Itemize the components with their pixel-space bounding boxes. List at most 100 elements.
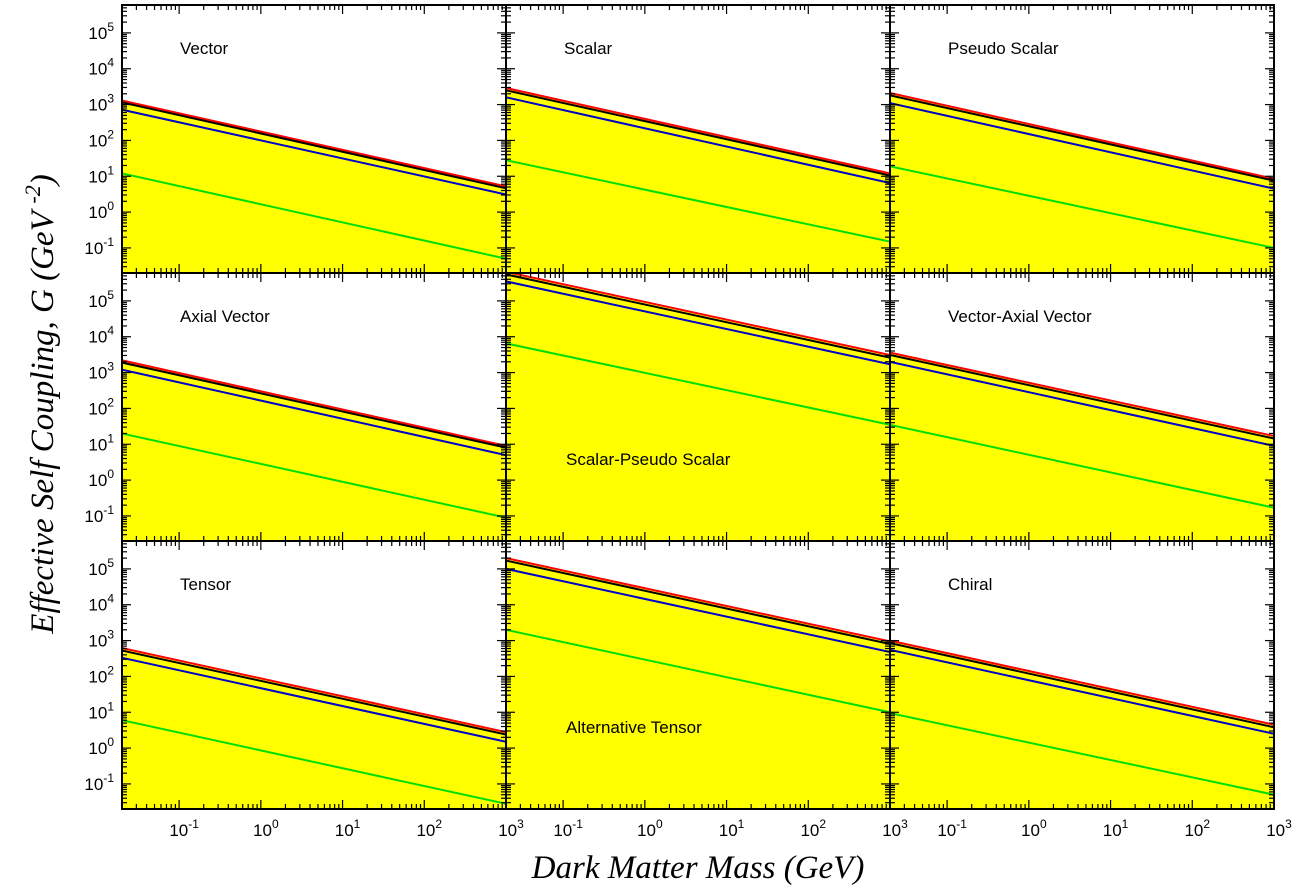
panel-7: [121, 540, 507, 810]
series-line-3: [506, 280, 890, 366]
y-tick-label: 102: [88, 127, 114, 150]
y-tick-label: 103: [88, 92, 114, 115]
series-line-4: [122, 432, 506, 519]
y-tick-label: 100: [88, 735, 114, 758]
panel-9: [889, 540, 1275, 810]
y-tick-label: 104: [88, 324, 114, 347]
series-line-3: [506, 96, 890, 184]
panel-5: [505, 272, 891, 542]
x-tick-label: 10-1: [553, 817, 583, 840]
series-line-2: [122, 649, 506, 736]
panel-label: Axial Vector: [180, 307, 270, 326]
series-line-4: [122, 719, 506, 805]
panel-plot-area: [890, 639, 1274, 809]
series-line-3: [890, 360, 1274, 447]
allowed-region: [506, 88, 890, 273]
series-line-4: [506, 628, 890, 714]
y-tick-label: 100: [88, 199, 114, 222]
series-line-3: [890, 648, 1274, 735]
y-axis-title: Effective Self Coupling, G (GeV -2): [20, 174, 61, 634]
panel-plot-area: [506, 273, 890, 541]
y-tick-label: 101: [88, 699, 114, 722]
allowed-region: [122, 648, 506, 809]
panel-frame: [889, 540, 1275, 810]
panel-label: Chiral: [948, 575, 992, 594]
panel-plot-area: [122, 359, 506, 541]
x-tick-label: 103: [882, 817, 908, 840]
series-line-1: [506, 87, 890, 175]
series-line-2: [506, 559, 890, 645]
y-tick-label: 105: [88, 20, 114, 43]
y-tick-label: 104: [88, 56, 114, 79]
y-tick-label: 10-1: [84, 771, 114, 794]
series-line-3: [506, 567, 890, 653]
allowed-region: [890, 93, 1274, 273]
x-axis-title: Dark Matter Mass (GeV): [531, 850, 865, 886]
panel-label: Scalar: [564, 39, 613, 58]
series-line-1: [890, 351, 1274, 437]
allowed-region: [506, 273, 890, 541]
panel-label: Pseudo Scalar: [948, 39, 1059, 58]
series-line-1: [122, 647, 506, 734]
x-tick-label: 103: [498, 817, 524, 840]
series-line-1: [122, 99, 506, 188]
panel-plot-area: [890, 351, 1274, 541]
x-tick-label: 103: [1266, 817, 1292, 840]
series-line-2: [890, 94, 1274, 182]
panel-plot-area: [122, 647, 506, 809]
y-tick-label: 105: [88, 556, 114, 579]
series-line-4: [890, 165, 1274, 249]
series-line-2: [122, 101, 506, 190]
x-tick-label: 10-1: [169, 817, 199, 840]
x-tick-label: 100: [253, 817, 279, 840]
series-line-3: [122, 108, 506, 196]
series-line-3: [122, 656, 506, 743]
series-line-4: [890, 712, 1274, 796]
series-line-4: [890, 423, 1274, 509]
y-tick-label: 102: [88, 663, 114, 686]
x-tick-label: 100: [1021, 817, 1047, 840]
panel-label: Vector: [180, 39, 229, 58]
allowed-region: [890, 640, 1274, 809]
series-line-2: [890, 354, 1274, 440]
panel-label: Scalar-Pseudo Scalar: [566, 450, 731, 469]
y-tick-label: 10-1: [84, 235, 114, 258]
x-tick-label: 101: [1103, 817, 1129, 840]
series-line-4: [122, 172, 506, 260]
series-line-3: [890, 102, 1274, 190]
y-tick-label: 104: [88, 592, 114, 615]
allowed-region: [890, 352, 1274, 541]
allowed-region: [122, 100, 506, 273]
series-line-2: [506, 273, 890, 359]
y-tick-label: 101: [88, 163, 114, 186]
x-tick-label: 102: [416, 817, 442, 840]
y-tick-label: 10-1: [84, 503, 114, 526]
panel-plot-area: [506, 557, 890, 809]
panel-plot-area: [890, 92, 1274, 273]
y-tick-label: 105: [88, 288, 114, 311]
x-tick-label: 101: [335, 817, 361, 840]
series-line-4: [506, 159, 890, 243]
series-line-1: [122, 359, 506, 447]
series-line-1: [506, 273, 890, 356]
x-tick-label: 10-1: [937, 817, 967, 840]
x-tick-label: 100: [637, 817, 663, 840]
x-tick-label: 101: [719, 817, 745, 840]
x-tick-label: 102: [800, 817, 826, 840]
series-line-2: [122, 361, 506, 449]
x-tick-label: 102: [1184, 817, 1210, 840]
panel-2: [505, 4, 891, 274]
series-line-3: [122, 368, 506, 457]
allowed-region: [122, 360, 506, 541]
panel-plot-area: [506, 87, 890, 273]
panel-label: Tensor: [180, 575, 231, 594]
panel-plot-area: [122, 99, 506, 273]
series-line-2: [506, 89, 890, 177]
panel-8: [505, 540, 891, 810]
chart-labels: Vector 10-1 100 101 102 103 104 105 Scalar Pseudo…: [84, 20, 1292, 840]
allowed-region: [506, 558, 890, 809]
y-tick-label: 101: [88, 431, 114, 454]
y-tick-label: 102: [88, 395, 114, 418]
y-tick-label: 103: [88, 360, 114, 383]
